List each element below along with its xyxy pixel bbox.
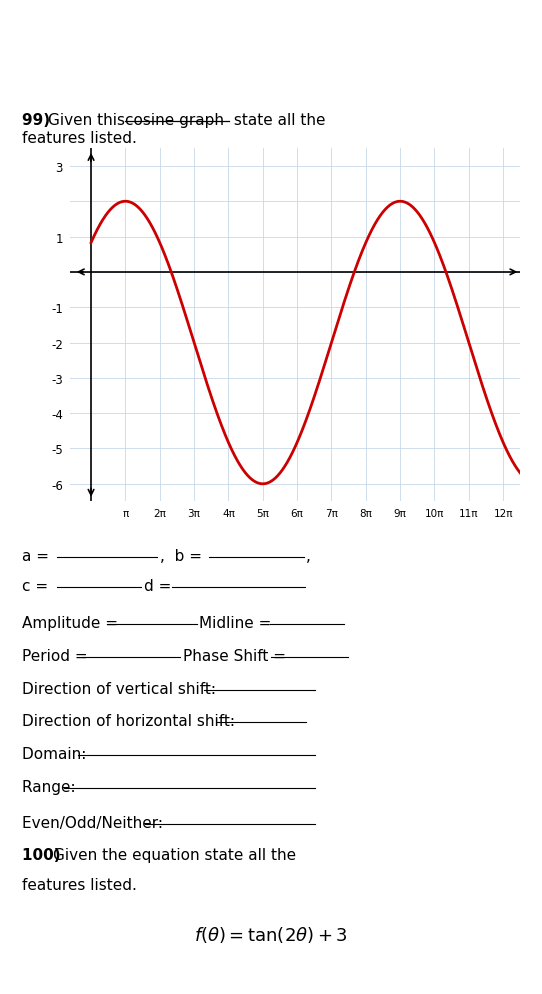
Text: c =: c =: [22, 579, 53, 593]
Text: Given this: Given this: [48, 113, 130, 128]
Text: ,: ,: [306, 549, 311, 564]
Text: 99): 99): [22, 113, 55, 128]
Text: Given the equation state all the: Given the equation state all the: [53, 847, 296, 862]
Text: d =: d =: [144, 579, 176, 593]
Text: a =: a =: [22, 549, 54, 564]
Text: features listed.: features listed.: [22, 131, 137, 146]
Text: state all the: state all the: [229, 113, 326, 128]
Text: $f(\theta) = \tan(2\theta) + 3$: $f(\theta) = \tan(2\theta) + 3$: [194, 924, 348, 944]
Text: features listed.: features listed.: [22, 877, 137, 892]
Text: Amplitude =: Amplitude =: [22, 615, 122, 630]
Text: Even/Odd/Neither:: Even/Odd/Neither:: [22, 815, 167, 830]
Text: 100): 100): [22, 847, 66, 862]
Text: Direction of horizontal shift:: Direction of horizontal shift:: [22, 714, 240, 729]
Text: Range:: Range:: [22, 779, 80, 794]
Text: Phase Shift =: Phase Shift =: [183, 648, 291, 663]
Text: Domain:: Domain:: [22, 746, 91, 761]
Text: cosine graph: cosine graph: [125, 113, 224, 128]
Text: Midline =: Midline =: [199, 615, 277, 630]
Text: Period =: Period =: [22, 648, 92, 663]
Text: ,  b =: , b =: [160, 549, 207, 564]
Text: Direction of vertical shift:: Direction of vertical shift:: [22, 681, 221, 696]
